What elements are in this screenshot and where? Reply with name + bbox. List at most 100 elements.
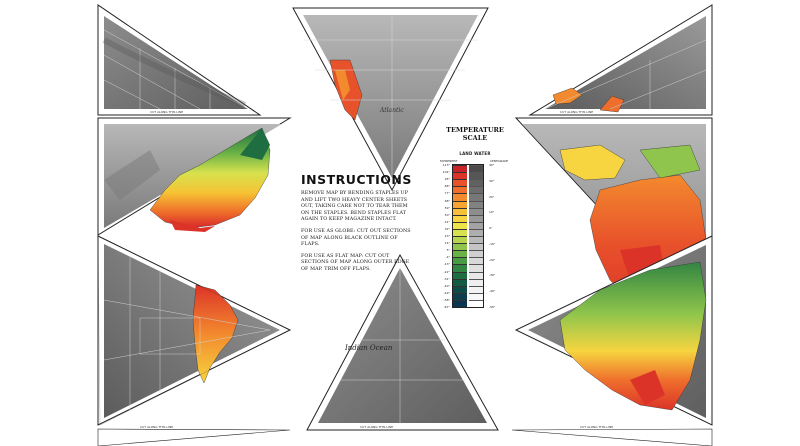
scale-land-swatch [453, 228, 467, 237]
scale-title-line1: TEMPERATURE [446, 126, 504, 134]
flap-label: CUT ALONG THIS LINE [150, 110, 183, 114]
scale-land-swatch [453, 292, 467, 301]
scale-fahrenheit-tick: 113° [442, 163, 450, 167]
instructions-title: INSTRUCTIONS [301, 172, 412, 187]
scale-water-swatch [469, 200, 483, 209]
scale-land-swatch [453, 264, 467, 273]
scale-centigrade-tick: -30° [489, 273, 496, 278]
flap-label: CUT ALONG THIS LINE [560, 110, 593, 114]
scale-water-swatch [469, 264, 483, 273]
scale-land-swatch [453, 271, 467, 280]
ocean-label-atlantic: Atlantic [379, 107, 404, 114]
panel-north-america [97, 117, 292, 236]
scale-water-swatch [469, 299, 483, 308]
panel-bottom-right [511, 428, 713, 446]
scale-fahrenheit-tick: -22° [443, 269, 450, 274]
scale-centigrade-tick: -40° [489, 289, 496, 294]
instructions-paragraph-2: FOR USE AS GLOBE: CUT OUT SECTIONS OF MA… [301, 228, 411, 248]
panel-left-top [97, 4, 262, 116]
scale-water-swatch [469, 221, 483, 230]
flap-label: CUT ALONG THIS LINE [360, 425, 393, 429]
scale-centigrade-tick: 30° [489, 178, 495, 183]
scale-fahrenheit-header: FAHRENHEIT [440, 159, 458, 163]
scale-land-swatch [453, 285, 467, 294]
scale-fahrenheit-tick: -58° [443, 297, 450, 302]
instructions-paragraph-3: FOR USE AS FLAT MAP: CUT OUT SECTIONS OF… [301, 253, 410, 272]
scale-fahrenheit-tick: 23° [444, 234, 450, 238]
scale-fahrenheit-tick: -49° [443, 290, 450, 295]
panel-asia [514, 235, 713, 426]
scale-fahrenheit-tick: 50° [444, 212, 450, 217]
scale-water-swatch [469, 186, 483, 195]
scale-title-line2: SCALE [462, 134, 488, 142]
flap-labels: CUT ALONG THIS LINE CUT ALONG THIS LINE … [140, 110, 613, 429]
panel-right-top [528, 4, 713, 116]
scale-land-swatch [453, 250, 467, 259]
scale-centigrade-tick: -50° [489, 305, 496, 309]
scale-centigrade-tick: 40° [489, 163, 495, 167]
scale-land-swatch [453, 278, 467, 287]
instructions-paragraph-1: REMOVE MAP BY BENDING STAPLES UP AND LIF… [301, 191, 409, 223]
scale-fahrenheit-tick: -4° [445, 255, 451, 260]
scale-fahrenheit-tick: -13° [443, 262, 450, 267]
scale-land-swatch [453, 257, 467, 266]
scale-fahrenheit-tick: 95° [444, 177, 450, 182]
scale-water-swatch [469, 243, 483, 252]
instructions-block: INSTRUCTIONS REMOVE MAP BY BENDING STAPL… [301, 172, 414, 279]
scale-water-swatch [469, 165, 483, 174]
panel-bottom-left [97, 235, 291, 446]
scale-water-swatch [469, 250, 483, 259]
scale-water-swatch [469, 271, 483, 280]
scale-water-swatch [469, 193, 483, 202]
scale-fahrenheit-tick: 104° [442, 170, 450, 175]
scale-water-swatch [469, 292, 483, 301]
scale-fahrenheit-tick: 5° [446, 248, 450, 253]
temperature-scale: TEMPERATURE SCALE LAND WATER FAHRENHEIT … [436, 126, 514, 316]
scale-centigrade-tick: -20° [489, 257, 496, 262]
scale-water-swatch [469, 214, 483, 223]
scale-land-swatch [453, 200, 467, 209]
scale-land-swatch [453, 221, 467, 230]
scale-subtitle: LAND WATER [459, 151, 491, 156]
scale-fahrenheit-tick: 59° [444, 205, 450, 210]
scale-fahrenheit-tick: 86° [444, 184, 450, 189]
scale-fahrenheit-tick: 41° [444, 219, 450, 224]
scale-land-swatch [453, 186, 467, 195]
scale-fahrenheit-tick: -31° [443, 276, 450, 281]
scale-water-swatch [469, 285, 483, 294]
scale-land-swatch [453, 179, 467, 188]
scale-fahrenheit-tick: -40° [443, 283, 450, 288]
scale-centigrade-header: CENTIGRADE [490, 159, 509, 163]
scale-centigrade-tick: 10° [489, 210, 495, 215]
scale-land-swatch [453, 207, 467, 216]
scale-centigrade-tick: 20° [489, 194, 495, 199]
scale-water-swatch [469, 228, 483, 237]
scale-land-swatch [453, 172, 467, 181]
scale-water-swatch [469, 179, 483, 188]
scale-land-swatch [453, 236, 467, 245]
scale-land-swatch [453, 165, 467, 174]
scale-fahrenheit-tick: 77° [444, 191, 450, 196]
scale-land-swatch [453, 243, 467, 252]
scale-water-swatch [469, 257, 483, 266]
scale-land-swatch [453, 299, 467, 308]
scale-water-swatch [469, 278, 483, 287]
panel-bottom-center: Indian Ocean [306, 253, 499, 431]
scale-fahrenheit-tick: -67° [443, 305, 450, 309]
flap-label: CUT ALONG THIS LINE [580, 425, 613, 429]
scale-water-swatch [469, 172, 483, 181]
flap-label: CUT ALONG THIS LINE [140, 425, 173, 429]
scale-centigrade-tick: -10° [489, 241, 496, 246]
scale-fahrenheit-tick: 32° [444, 226, 450, 231]
panel-south-america [97, 235, 292, 426]
scale-land-swatch [453, 193, 467, 202]
scale-fahrenheit-tick: 14° [444, 241, 450, 246]
panel-top-center: Atlantic [292, 7, 489, 192]
scale-water-swatch [469, 207, 483, 216]
scale-centigrade-tick: 0° [489, 226, 493, 231]
scale-fahrenheit-tick: 68° [444, 198, 450, 203]
ocean-label-indian: Indian Ocean [344, 344, 393, 352]
scale-water-swatch [469, 236, 483, 245]
scale-land-swatch [453, 214, 467, 223]
